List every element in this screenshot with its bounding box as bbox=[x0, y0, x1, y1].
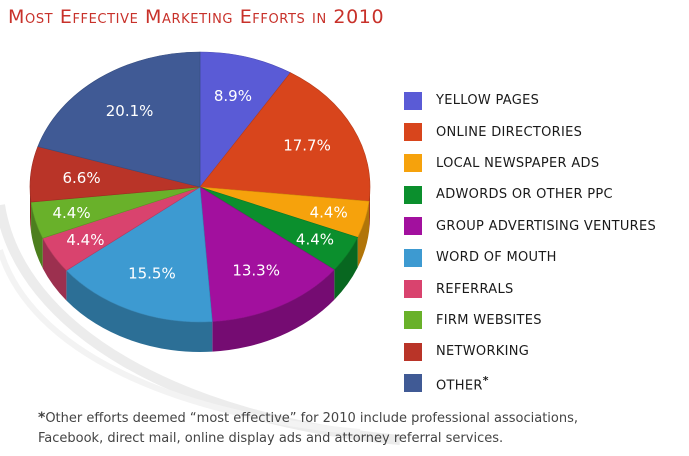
legend-item-firm-websites: FIRM WEBSITES bbox=[404, 305, 656, 336]
legend-item-referrals: REFERRALS bbox=[404, 273, 656, 304]
data-label-other: 20.1% bbox=[106, 102, 154, 120]
footnote-line-1: Other efforts deemed “most effective” fo… bbox=[45, 411, 578, 426]
data-label-word-of-mouth: 15.5% bbox=[128, 264, 176, 282]
pie-side-networking bbox=[30, 187, 32, 233]
pie-side-online-directories bbox=[369, 187, 370, 232]
legend-label-local-newspaper-ads: LOCAL NEWSPAPER ADS bbox=[436, 155, 600, 171]
pie-side-word-of-mouth bbox=[66, 270, 213, 352]
legend-note-marker: * bbox=[482, 373, 489, 387]
legend-swatch-group-advertising-ventures bbox=[404, 217, 422, 236]
legend-item-word-of-mouth: WORD OF MOUTH bbox=[404, 242, 656, 273]
legend-swatch-word-of-mouth bbox=[404, 248, 422, 267]
legend-label-adwords-or-other-ppc: ADWORDS OR OTHER PPC bbox=[436, 187, 613, 203]
legend-label-group-advertising-ventures: GROUP ADVERTISING VENTURES bbox=[436, 218, 657, 234]
legend-item-local-newspaper-ads: LOCAL NEWSPAPER ADS bbox=[404, 148, 656, 179]
data-label-local-newspaper-ads: 4.4% bbox=[310, 203, 348, 221]
data-label-referrals: 4.4% bbox=[66, 231, 104, 249]
legend-label-word-of-mouth: WORD OF MOUTH bbox=[436, 250, 557, 266]
data-label-yellow-pages: 8.9% bbox=[214, 87, 252, 105]
data-label-firm-websites: 4.4% bbox=[52, 204, 90, 222]
legend-item-networking: NETWORKING bbox=[404, 336, 656, 367]
legend-item-adwords-or-other-ppc: ADWORDS OR OTHER PPC bbox=[404, 179, 656, 210]
legend-label-networking: NETWORKING bbox=[436, 344, 530, 360]
pie-slice-online-directories bbox=[199, 72, 371, 202]
legend-swatch-local-newspaper-ads bbox=[404, 154, 422, 173]
legend-label-firm-websites: FIRM WEBSITES bbox=[436, 312, 542, 328]
data-label-adwords-or-other-ppc: 4.4% bbox=[296, 230, 334, 248]
data-label-online-directories: 17.7% bbox=[283, 137, 331, 155]
legend-item-group-advertising-ventures: GROUP ADVERTISING VENTURES bbox=[404, 211, 656, 242]
legend-label-online-directories: ONLINE DIRECTORIES bbox=[436, 124, 583, 140]
legend-swatch-yellow-pages bbox=[404, 91, 422, 110]
legend-swatch-online-directories bbox=[404, 123, 422, 142]
legend-label-yellow-pages: YELLOW PAGES bbox=[436, 93, 540, 109]
legend-swatch-other bbox=[404, 374, 422, 393]
footnote-marker: * bbox=[38, 410, 46, 426]
pie-side-local-newspaper-ads bbox=[357, 201, 370, 268]
footnote-line-2: Facebook, direct mail, online display ad… bbox=[38, 431, 504, 446]
data-label-networking: 6.6% bbox=[62, 169, 100, 187]
legend-swatch-networking bbox=[404, 342, 422, 361]
pie-side-firm-websites bbox=[31, 202, 43, 269]
pie-slice-yellow-pages bbox=[199, 51, 291, 188]
pie-side-group-advertising-ventures bbox=[212, 269, 335, 352]
legend-swatch-referrals bbox=[404, 280, 422, 299]
chart-legend: YELLOW PAGES ONLINE DIRECTORIES LOCAL NEWS… bbox=[404, 85, 656, 399]
pie-slice-group-advertising-ventures bbox=[199, 186, 335, 322]
pie-slice-other bbox=[37, 51, 201, 188]
pie-slice-word-of-mouth bbox=[65, 186, 213, 323]
pie-side-adwords-or-other-ppc bbox=[334, 237, 358, 300]
legend-swatch-firm-websites bbox=[404, 311, 422, 330]
data-label-group-advertising-ventures: 13.3% bbox=[232, 261, 280, 279]
footnote: *Other efforts deemed “most effective” f… bbox=[38, 408, 578, 449]
legend-item-online-directories: ONLINE DIRECTORIES bbox=[404, 116, 656, 147]
legend-item-yellow-pages: YELLOW PAGES bbox=[404, 85, 656, 116]
legend-label-other: OTHER* bbox=[436, 373, 489, 393]
legend-swatch-adwords-or-other-ppc bbox=[404, 185, 422, 204]
legend-label-referrals: REFERRALS bbox=[436, 281, 514, 297]
pie-side-referrals bbox=[42, 238, 67, 301]
chart-title: Most Effective Marketing Efforts in 2010 bbox=[8, 6, 385, 28]
legend-item-other: OTHER* bbox=[404, 368, 656, 399]
